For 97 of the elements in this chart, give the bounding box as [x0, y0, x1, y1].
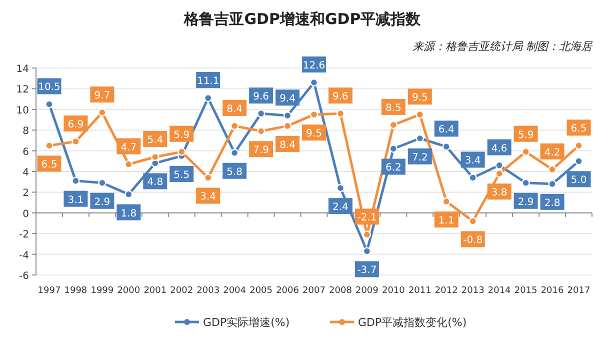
- x-tick-label: 2003: [196, 286, 220, 296]
- x-tick-label: 2010: [382, 286, 406, 296]
- data-label: 4.6: [491, 143, 508, 154]
- data-label: 4.8: [147, 177, 164, 188]
- data-label: 6.2: [385, 162, 402, 174]
- point: [389, 144, 398, 153]
- point: [98, 108, 106, 117]
- point: [442, 142, 450, 151]
- legend-label: GDP实际增速(%): [203, 316, 290, 329]
- point: [362, 230, 372, 239]
- data-label: 8.4: [226, 104, 243, 115]
- x-tick-label: 1997: [38, 286, 61, 296]
- y-tick-label: 14: [16, 64, 29, 75]
- x-tick-label: 2012: [434, 286, 458, 296]
- data-label: 8.4: [280, 140, 296, 151]
- point: [124, 160, 133, 168]
- x-tick-label: 2016: [540, 286, 564, 296]
- y-tick-label: 8: [22, 126, 29, 138]
- data-label: 5.4: [147, 135, 164, 146]
- data-label: 5.9: [174, 130, 190, 141]
- point: [495, 169, 504, 178]
- y-tick-label: 2: [22, 188, 29, 200]
- data-label: 3.4: [200, 192, 216, 203]
- x-tick-label: 2017: [567, 286, 590, 296]
- data-label: 9.6: [332, 92, 348, 103]
- data-label: 11.1: [196, 76, 220, 88]
- x-tick-label: 2009: [356, 286, 379, 296]
- y-tick-label: 4: [22, 168, 29, 178]
- data-label: 2.9: [94, 196, 110, 208]
- data-label: 8.5: [385, 102, 402, 114]
- y-tick-label: -6: [19, 271, 29, 282]
- x-tick-label: 1999: [90, 286, 114, 296]
- data-label: 7.2: [412, 152, 428, 164]
- data-label: 6.5: [570, 124, 587, 135]
- data-label: -0.8: [463, 235, 483, 246]
- point: [230, 148, 239, 157]
- x-tick-label: 2008: [329, 286, 352, 296]
- data-label: 2.9: [518, 196, 534, 208]
- data-label: 6.5: [41, 160, 58, 171]
- y-tick-label: 12: [16, 84, 29, 96]
- data-label: 4.7: [120, 142, 137, 154]
- data-label: 9.5: [412, 92, 428, 104]
- point: [574, 157, 583, 166]
- data-label: 3.4: [464, 156, 481, 167]
- x-tick-label: 2000: [117, 286, 140, 296]
- y-tick-label: 6: [22, 146, 29, 158]
- data-label: 2.8: [544, 198, 560, 209]
- y-tick-label: -2: [19, 230, 29, 241]
- point: [468, 217, 477, 226]
- x-tick-label: 2011: [408, 286, 432, 296]
- data-label: 7.9: [253, 145, 269, 156]
- y-tick-label: 10: [16, 105, 29, 116]
- data-label: 4.2: [544, 147, 560, 158]
- data-label: 6.4: [438, 124, 454, 136]
- source-note: 来源：格鲁吉亚统计局 制图：北海居: [412, 40, 593, 53]
- point: [522, 178, 530, 187]
- point: [522, 148, 530, 156]
- x-tick-label: 2004: [223, 286, 246, 296]
- data-label: -2.1: [357, 212, 377, 224]
- point: [124, 190, 133, 198]
- data-label: 9.5: [306, 128, 322, 140]
- data-label: 3.8: [491, 188, 508, 199]
- point: [178, 148, 186, 156]
- data-label: -3.7: [357, 265, 377, 276]
- data-label: 9.6: [253, 92, 269, 103]
- data-label: 5.8: [226, 166, 243, 178]
- chart-title: 格鲁吉亚GDP增速和GDP平减指数: [183, 10, 422, 28]
- data-label: 2.4: [332, 202, 348, 214]
- x-tick-label: 2013: [461, 286, 484, 296]
- data-label: 10.5: [38, 82, 60, 94]
- x-tick-label: 1998: [64, 286, 88, 296]
- y-tick-label: -4: [19, 250, 29, 262]
- point: [574, 142, 583, 150]
- x-tick-label: 2006: [276, 286, 300, 296]
- data-label: 3.1: [68, 194, 84, 206]
- x-tick-label: 2015: [514, 286, 538, 296]
- point: [468, 174, 477, 182]
- y-tick-label: 0: [22, 208, 29, 220]
- data-label: 9.7: [94, 90, 110, 102]
- point: [256, 109, 266, 118]
- x-tick-label: 2001: [144, 286, 167, 296]
- point: [72, 176, 80, 185]
- x-tick-label: 2005: [250, 286, 272, 296]
- data-label: 9.4: [280, 94, 296, 105]
- x-tick-label: 2014: [488, 286, 512, 296]
- point: [45, 100, 54, 108]
- data-label: 5.9: [518, 130, 534, 141]
- data-label: 1.8: [120, 208, 137, 220]
- data-label: 6.9: [68, 119, 84, 130]
- data-label: 1.1: [438, 216, 454, 227]
- data-label: 12.6: [302, 60, 326, 72]
- data-label: 5.0: [570, 175, 587, 186]
- x-tick-label: 2007: [302, 286, 326, 296]
- data-label: 5.5: [174, 170, 190, 181]
- point: [495, 161, 504, 170]
- legend-label: GDP平减指数变化(%): [358, 316, 467, 329]
- x-tick-label: 2002: [170, 286, 194, 296]
